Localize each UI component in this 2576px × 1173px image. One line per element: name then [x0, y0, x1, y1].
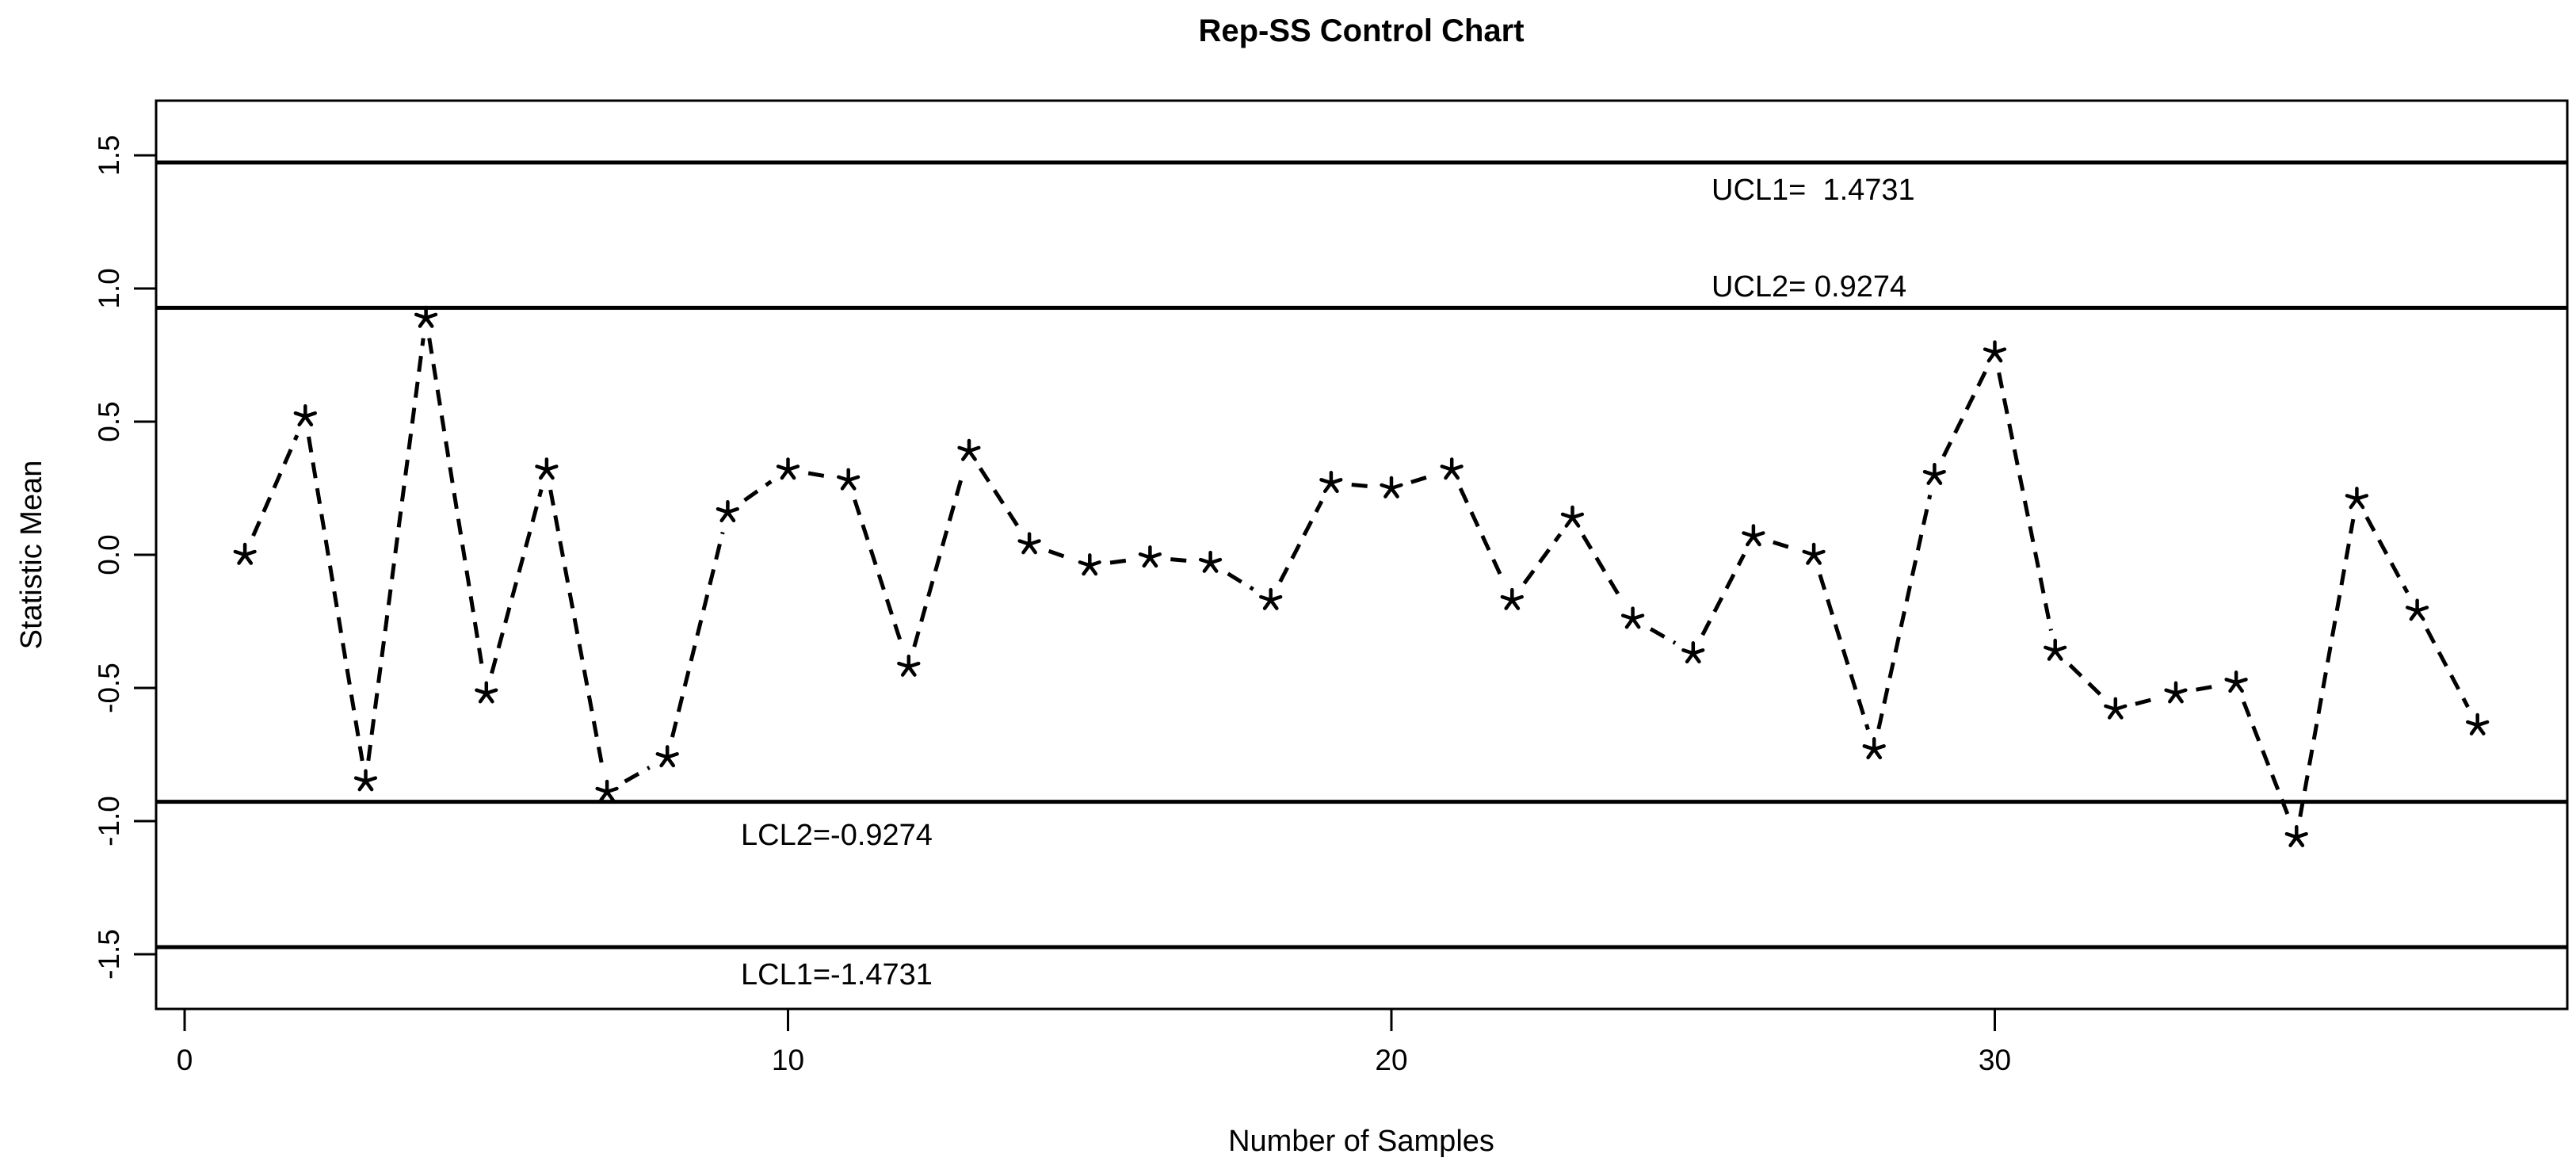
series-segment: [1170, 557, 1190, 564]
series-segment: [2196, 684, 2216, 692]
series-segment: [2135, 696, 2157, 706]
data-point-marker: [1259, 587, 1283, 610]
data-point-marker: [1802, 542, 1826, 565]
data-point-marker: [535, 457, 559, 480]
data-point-marker: [1862, 737, 1886, 760]
control-limit-label-lcl1: LCL1=-1.4731: [741, 958, 933, 992]
data-point-marker: [776, 457, 800, 480]
series-segment: [1522, 533, 1563, 585]
series-segment: [1227, 571, 1254, 591]
series-segment: [1278, 500, 1324, 583]
data-point-marker: [1017, 532, 1041, 555]
data-point-marker: [353, 769, 378, 792]
series-segment: [2425, 628, 2470, 709]
series-segment: [1109, 558, 1130, 565]
series-segment: [1876, 495, 1933, 730]
series-segment: [366, 338, 426, 762]
data-point-marker: [1922, 462, 1946, 485]
series-segment: [1941, 369, 1988, 457]
series-segment: [670, 531, 725, 738]
data-point-marker: [2284, 824, 2308, 847]
data-point-marker: [1319, 471, 1343, 494]
series-segment: [1410, 473, 1433, 484]
data-point-marker: [1198, 550, 1223, 573]
data-point-marker: [1620, 606, 1645, 629]
data-point-marker: [595, 779, 619, 802]
data-point-marker: [2345, 487, 2369, 510]
series-segment: [2364, 516, 2410, 594]
data-point-marker: [1983, 340, 2007, 363]
data-point-marker: [2044, 638, 2067, 661]
data-point-marker: [655, 745, 679, 768]
series-segment: [1351, 483, 1372, 489]
series-segment: [307, 436, 364, 762]
chart-title: Rep-SS Control Chart: [1198, 13, 1524, 48]
data-point-marker: [1500, 587, 1524, 610]
series-segment: [807, 471, 829, 479]
series-segment: [548, 489, 605, 772]
control-limit-label-ucl1: UCL1= 1.4731: [1712, 174, 1915, 207]
y-axis-title: Statistic Mean: [15, 460, 48, 650]
data-point-marker: [1560, 505, 1585, 528]
data-point-marker: [2466, 713, 2490, 736]
series-segment: [1581, 534, 1624, 602]
series-segment: [490, 488, 544, 674]
series-segment: [912, 470, 966, 648]
series-segment: [2068, 663, 2102, 697]
y-tick-label: -1.5: [93, 929, 125, 980]
control-limit-label-lcl2: LCL2=-0.9274: [741, 819, 933, 852]
data-point-marker: [837, 468, 861, 491]
y-tick-label: 1.0: [93, 268, 125, 308]
data-point-marker: [2164, 681, 2188, 704]
x-tick-label: 10: [772, 1044, 804, 1076]
control-limit-lines: UCL1= 1.4731 UCL2= 0.9274 LCL2=-0.9274 LCL1…: [156, 160, 2567, 992]
data-point-marker: [1078, 553, 1101, 576]
data-point-marker: [2104, 697, 2128, 720]
data-point-marker: [2405, 598, 2429, 621]
axes: 0 10 20 30 1.5 1.0 0.5 0.0 -0.5 -1.0 -1.5: [93, 99, 2569, 1076]
data-point-marker: [475, 681, 498, 704]
series-line: [251, 338, 2470, 819]
y-tick-label: -0.5: [93, 663, 125, 713]
data-point-marker: [957, 438, 981, 461]
series-markers: [233, 305, 2490, 847]
data-point-marker: [414, 305, 438, 328]
y-tick-label: 0.0: [93, 534, 125, 575]
series-segment: [624, 766, 651, 784]
y-tick-label: 1.5: [93, 135, 125, 175]
series-segment: [1458, 487, 1506, 583]
data-point-marker: [716, 499, 739, 523]
data-point-marker: [2224, 671, 2248, 693]
control-limit-label-ucl2: UCL2= 0.9274: [1712, 270, 1906, 304]
data-point-marker: [1138, 545, 1162, 568]
series-segment: [1048, 548, 1071, 561]
data-point-marker: [233, 542, 257, 565]
x-tick-label: 30: [1979, 1044, 2011, 1076]
data-point-marker: [1742, 524, 1765, 547]
series-segment: [1773, 540, 1795, 551]
series-segment: [2242, 701, 2292, 819]
series-segment: [1649, 627, 1677, 645]
x-tick-label: 0: [177, 1044, 193, 1076]
series-segment: [1818, 574, 1870, 731]
series-segment: [1700, 553, 1746, 636]
y-tick-label: -1.0: [93, 796, 125, 846]
data-point-marker: [1440, 457, 1464, 480]
series-segment: [978, 467, 1021, 529]
series-segment: [251, 434, 300, 537]
series-segment: [427, 338, 486, 674]
data-point-marker: [897, 654, 921, 677]
x-tick-label: 20: [1375, 1044, 1407, 1076]
data-point-marker: [293, 404, 317, 427]
y-tick-label: 0.5: [93, 401, 125, 441]
series-segment: [1997, 372, 2053, 631]
data-point-marker: [1380, 476, 1403, 499]
x-axis-title: Number of Samples: [1228, 1125, 1494, 1158]
data-point-marker: [1681, 641, 1705, 664]
series-segment: [743, 480, 773, 502]
